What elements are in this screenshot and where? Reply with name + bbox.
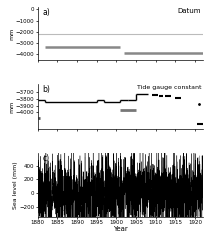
Text: Tide gauge constant: Tide gauge constant [136,85,201,90]
Text: c): c) [43,154,50,163]
Text: b): b) [43,85,50,94]
Y-axis label: mm: mm [9,101,14,113]
X-axis label: Year: Year [113,227,127,233]
Text: a): a) [43,8,50,17]
Y-axis label: Sea level (mm): Sea level (mm) [13,161,18,209]
Y-axis label: mm: mm [9,27,14,40]
Text: Datum: Datum [178,8,201,14]
